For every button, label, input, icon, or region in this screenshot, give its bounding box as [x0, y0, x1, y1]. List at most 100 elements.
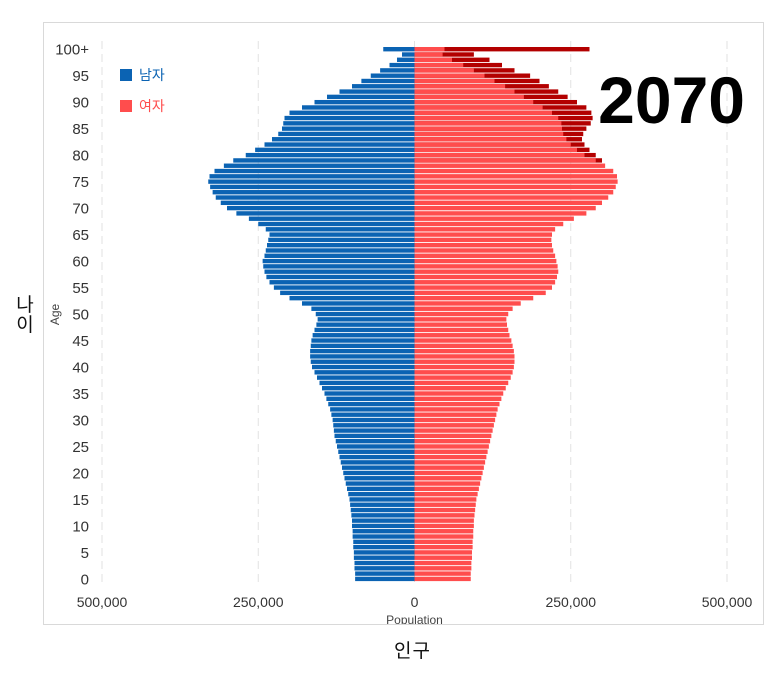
- bar-female: [414, 544, 473, 550]
- bar-male: [302, 301, 415, 306]
- bar-female: [414, 412, 497, 417]
- y-tick-label: 25: [72, 439, 89, 456]
- bar-female: [414, 248, 554, 253]
- bar-male: [227, 205, 415, 211]
- bar-male: [208, 179, 415, 184]
- bar-male: [267, 242, 415, 248]
- bar-male: [347, 486, 415, 492]
- bar-female: [414, 333, 510, 338]
- bar-female: [414, 174, 617, 179]
- bar-male: [353, 550, 415, 555]
- bar-male: [264, 269, 415, 274]
- bar-female: [414, 396, 502, 402]
- bar-male: [223, 163, 415, 168]
- bar-male: [284, 115, 415, 121]
- bar-male: [383, 47, 415, 52]
- x-tick-label: 0: [411, 594, 419, 610]
- y-tick-label: 85: [72, 121, 89, 138]
- bar-male: [322, 386, 415, 391]
- bar-female: [414, 221, 564, 227]
- bar-male: [265, 248, 415, 253]
- x-axis-title: Population: [386, 613, 443, 624]
- bar-male: [282, 126, 415, 131]
- bar-male: [317, 375, 415, 380]
- bar-male: [278, 131, 415, 137]
- bar-female: [414, 295, 534, 301]
- bar-male: [338, 449, 415, 454]
- bar-male: [331, 412, 415, 417]
- bar-male: [345, 481, 415, 486]
- bar-male: [289, 110, 415, 115]
- y-tick-label: 30: [72, 412, 89, 429]
- bar-male: [312, 364, 415, 370]
- legend-label: 남자: [139, 68, 165, 84]
- bar-female: [414, 142, 571, 147]
- bar-female: [414, 184, 616, 190]
- bar-female: [414, 465, 484, 470]
- bar-male: [233, 158, 415, 163]
- y-tick-label: 40: [72, 359, 89, 376]
- bar-female: [414, 290, 546, 296]
- bar-male: [333, 423, 415, 428]
- bar-female: [414, 481, 481, 486]
- bar-male: [212, 190, 415, 195]
- bar-male: [236, 211, 415, 216]
- bar-male: [326, 396, 415, 402]
- bar-female: [414, 137, 567, 142]
- bar-female: [414, 518, 474, 523]
- bar-female: [414, 470, 483, 476]
- bar-female: [414, 94, 524, 100]
- bar-female: [414, 380, 509, 386]
- bar-male: [263, 264, 415, 269]
- bar-female: [414, 110, 552, 115]
- bar-male: [255, 147, 415, 153]
- bar-female: [414, 507, 476, 513]
- bar-male: [339, 454, 415, 460]
- bar-male: [269, 280, 415, 285]
- bar-female: [414, 539, 473, 545]
- bar-male: [352, 523, 415, 529]
- bar-female: [414, 89, 515, 94]
- y-tick-label: 100+: [55, 42, 89, 59]
- bar-male: [210, 184, 415, 190]
- bar-male: [351, 513, 415, 518]
- bar-male: [312, 333, 415, 338]
- legend-swatch: [120, 69, 132, 81]
- bar-male: [248, 216, 415, 221]
- bar-female: [414, 99, 534, 105]
- bar-female: [414, 115, 559, 121]
- bar-male: [302, 105, 415, 110]
- bar-male: [316, 322, 415, 327]
- bar-male: [264, 253, 415, 258]
- bar-female: [414, 438, 491, 444]
- bar-male: [245, 152, 415, 158]
- bar-male: [311, 306, 415, 311]
- bar-female: [414, 354, 515, 359]
- bar-female: [414, 417, 496, 423]
- bar-male: [337, 444, 415, 449]
- bar-male: [314, 370, 415, 375]
- bar-female: [414, 571, 471, 576]
- bar-female: [414, 560, 472, 566]
- bar-male: [220, 200, 415, 206]
- bar-female: [414, 311, 509, 317]
- bar-male: [354, 560, 415, 566]
- bar-female: [414, 486, 479, 492]
- bar-male: [272, 137, 415, 142]
- chart-frame: 0 5 10 15 20 25 30 35 40 45 50 55 60 65 70 75 80 85 90 95 10…: [43, 22, 764, 625]
- bar-male: [215, 195, 415, 200]
- bar-male: [344, 476, 415, 481]
- year-label: 2070: [598, 63, 745, 137]
- bar-female: [414, 280, 556, 285]
- bar-female: [414, 227, 556, 232]
- bar-female: [414, 407, 498, 412]
- bar-female: [414, 269, 559, 274]
- bar-female: [414, 497, 477, 502]
- bar-female: [414, 476, 482, 481]
- bar-female: [414, 258, 557, 264]
- bar-male: [289, 295, 415, 301]
- bar-female: [414, 190, 614, 195]
- bar-male: [389, 62, 415, 68]
- bar-male: [348, 491, 415, 497]
